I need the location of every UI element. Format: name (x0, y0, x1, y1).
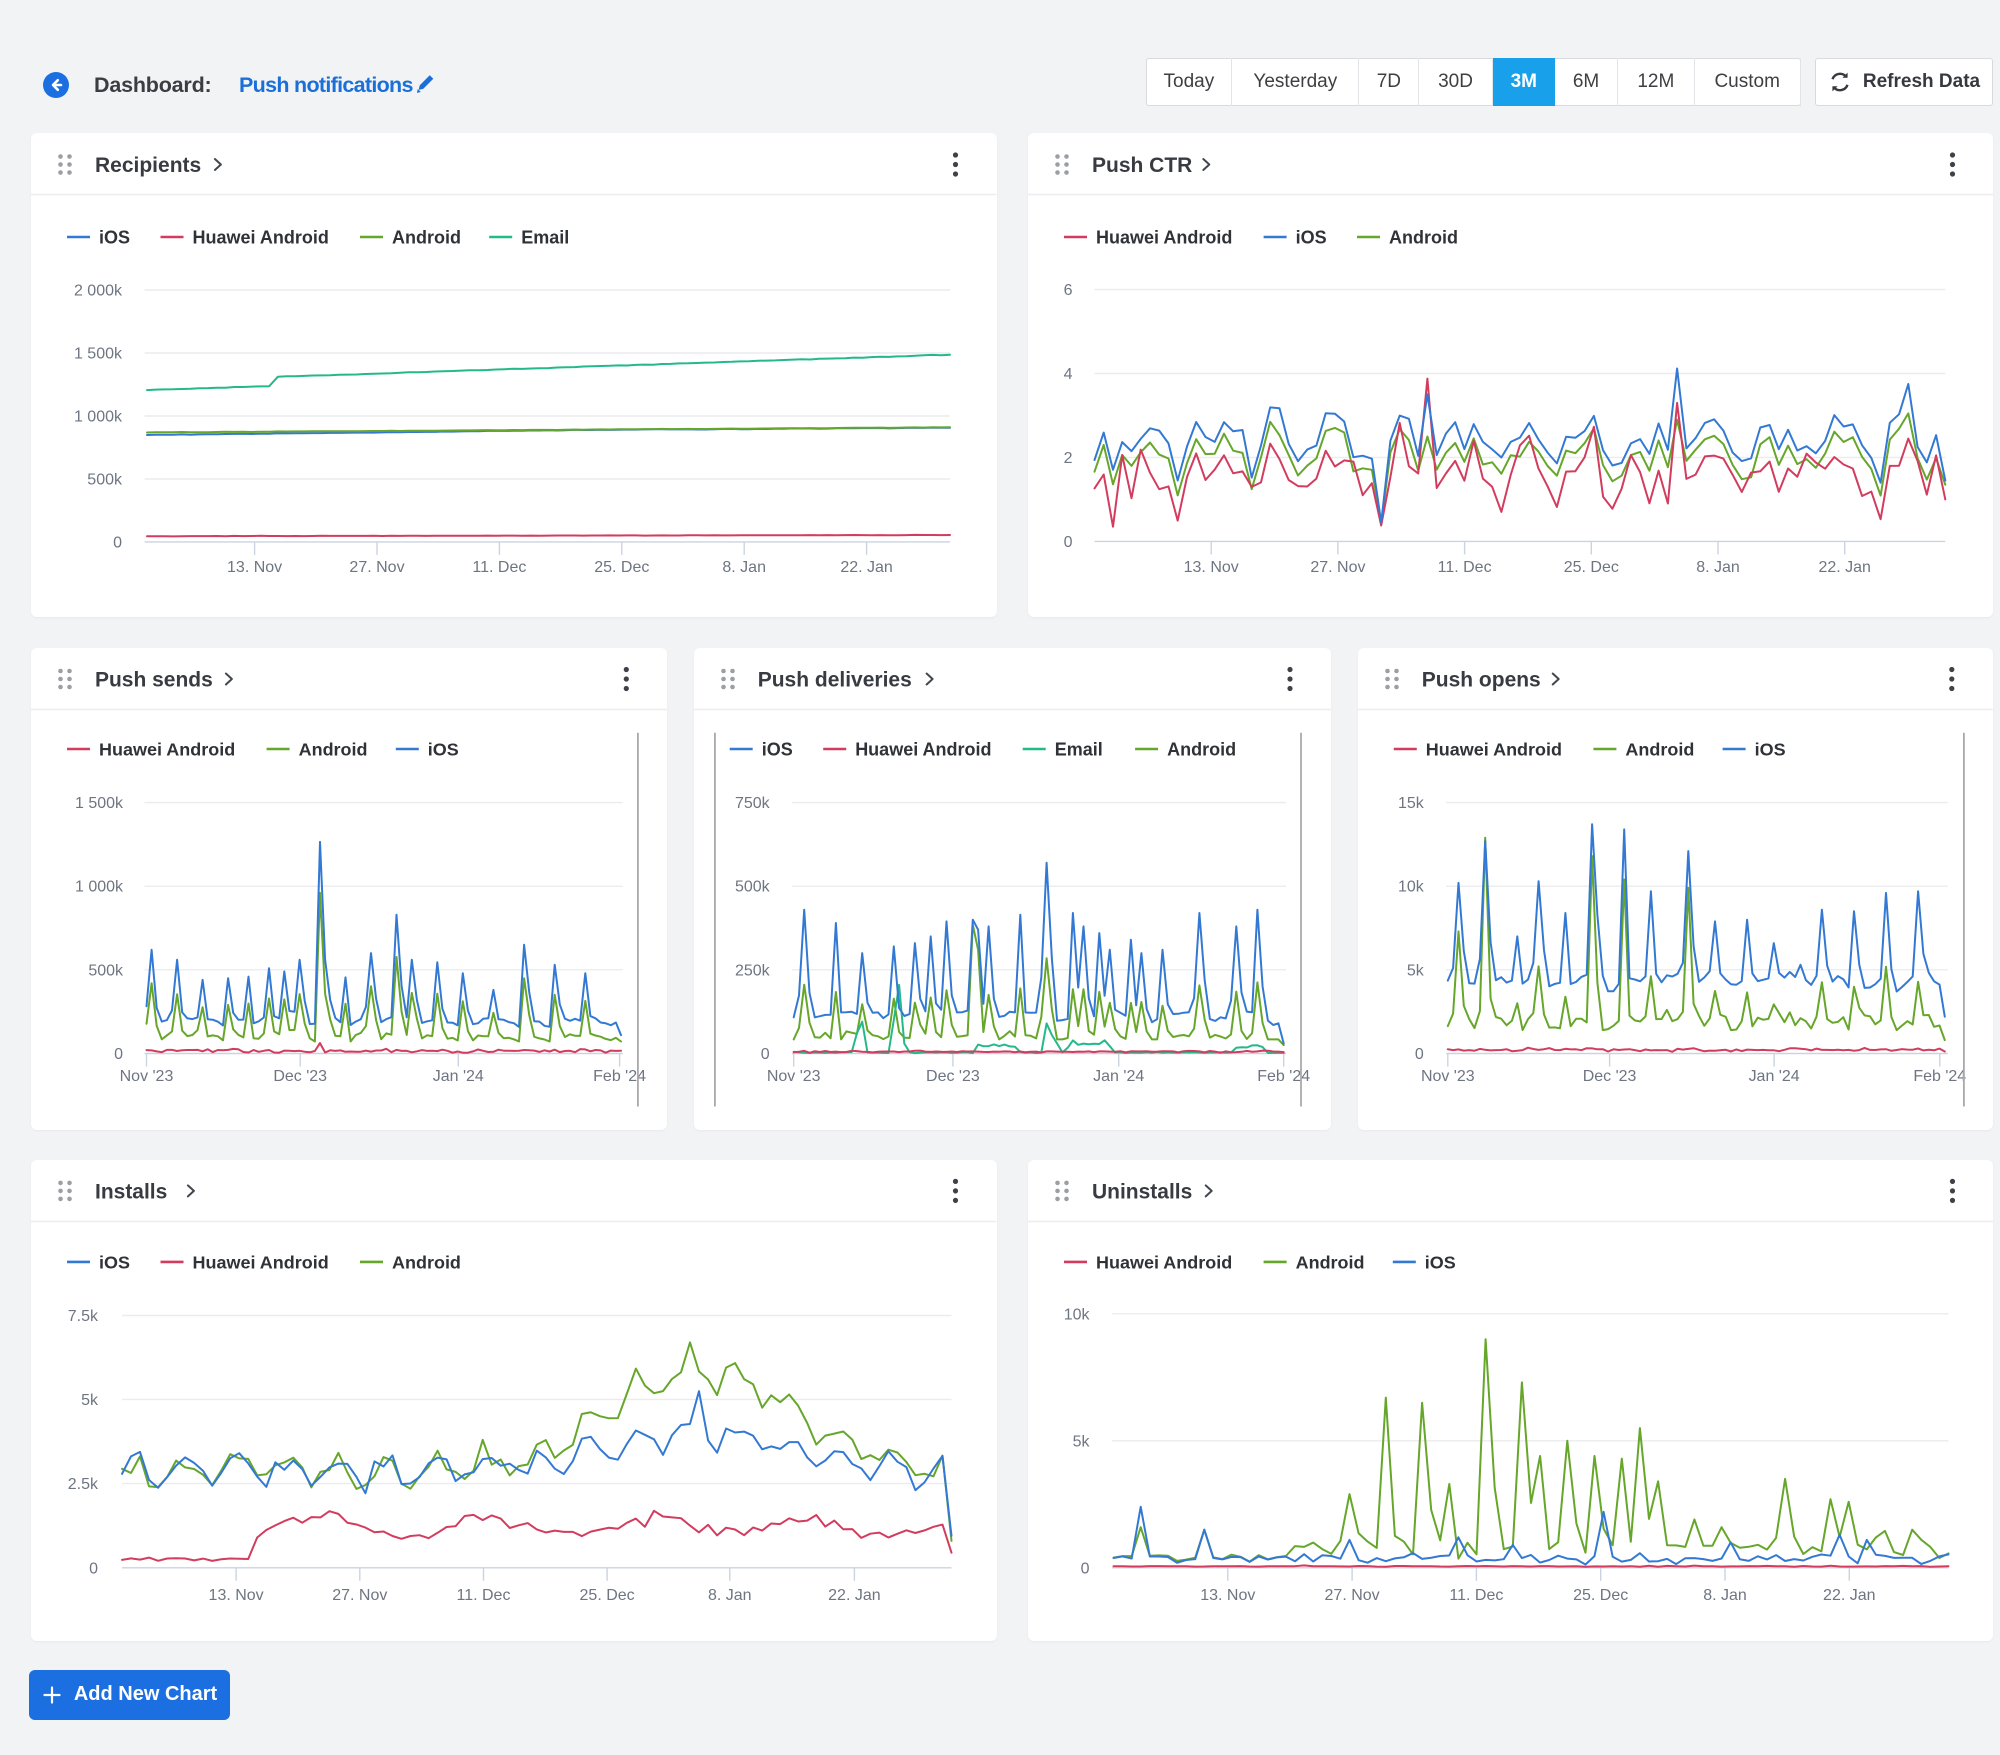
svg-text:Huawei Android: Huawei Android (1096, 228, 1232, 248)
svg-text:iOS: iOS (1295, 228, 1326, 248)
svg-text:27. Nov: 27. Nov (332, 1586, 387, 1603)
svg-text:Dec '23: Dec '23 (1583, 1068, 1637, 1085)
svg-text:25. Dec: 25. Dec (580, 1586, 635, 1603)
svg-text:Jan '24: Jan '24 (1093, 1068, 1144, 1085)
svg-text:Android: Android (1295, 1252, 1364, 1272)
svg-text:Nov '23: Nov '23 (1421, 1068, 1475, 1085)
svg-text:6: 6 (1063, 282, 1072, 299)
svg-text:13. Nov: 13. Nov (209, 1586, 264, 1603)
svg-text:22. Jan: 22. Jan (828, 1586, 880, 1603)
svg-text:22. Jan: 22. Jan (1823, 1586, 1875, 1603)
svg-text:0: 0 (761, 1046, 770, 1063)
svg-text:22. Jan: 22. Jan (1818, 559, 1870, 576)
svg-text:Android: Android (299, 740, 368, 760)
svg-text:iOS: iOS (99, 228, 130, 248)
svg-text:25. Dec: 25. Dec (1573, 1586, 1628, 1603)
svg-text:500k: 500k (87, 472, 123, 489)
svg-text:11. Dec: 11. Dec (1449, 1586, 1503, 1603)
svg-text:5k: 5k (1407, 962, 1425, 979)
svg-text:25. Dec: 25. Dec (1563, 559, 1618, 576)
svg-text:27. Nov: 27. Nov (349, 559, 404, 576)
svg-text:750k: 750k (735, 795, 771, 812)
svg-text:Feb '24: Feb '24 (593, 1068, 646, 1085)
svg-text:Android: Android (392, 228, 461, 248)
svg-text:Feb '24: Feb '24 (1258, 1068, 1311, 1085)
svg-text:500k: 500k (735, 879, 771, 896)
svg-text:Android: Android (1626, 740, 1695, 760)
svg-text:iOS: iOS (1755, 740, 1786, 760)
svg-text:Huawei Android: Huawei Android (855, 740, 991, 760)
svg-text:0: 0 (114, 1046, 123, 1063)
svg-text:500k: 500k (88, 962, 124, 979)
svg-text:Jan '24: Jan '24 (1749, 1068, 1800, 1085)
svg-text:Push sends: Push sends (95, 669, 213, 692)
svg-text:iOS: iOS (1424, 1252, 1455, 1272)
svg-text:2 000k: 2 000k (74, 283, 123, 300)
svg-text:Feb '24: Feb '24 (1914, 1068, 1967, 1085)
svg-text:8. Jan: 8. Jan (1696, 559, 1740, 576)
svg-text:Recipients: Recipients (95, 154, 201, 177)
svg-text:Push deliveries: Push deliveries (758, 669, 912, 692)
svg-text:Huawei Android: Huawei Android (193, 1252, 329, 1272)
svg-text:Installs: Installs (95, 1180, 167, 1203)
svg-text:27. Nov: 27. Nov (1324, 1586, 1379, 1603)
svg-text:5k: 5k (81, 1391, 99, 1408)
svg-text:Jan '24: Jan '24 (433, 1068, 484, 1085)
svg-text:Huawei Android: Huawei Android (193, 228, 329, 248)
svg-text:13. Nov: 13. Nov (227, 559, 282, 576)
svg-text:Huawei Android: Huawei Android (99, 740, 235, 760)
svg-text:4: 4 (1063, 366, 1072, 383)
svg-text:Dec '23: Dec '23 (273, 1068, 327, 1085)
svg-text:0: 0 (113, 534, 122, 551)
svg-text:27. Nov: 27. Nov (1310, 559, 1365, 576)
svg-text:11. Dec: 11. Dec (1437, 559, 1491, 576)
svg-text:7.5k: 7.5k (68, 1308, 99, 1325)
svg-text:Huawei Android: Huawei Android (1096, 1252, 1232, 1272)
svg-text:Dec '23: Dec '23 (926, 1068, 980, 1085)
svg-text:13. Nov: 13. Nov (1200, 1586, 1255, 1603)
svg-text:1 000k: 1 000k (74, 409, 123, 426)
svg-text:2.5k: 2.5k (68, 1476, 99, 1493)
svg-text:Email: Email (1055, 740, 1103, 760)
svg-text:13. Nov: 13. Nov (1183, 559, 1238, 576)
svg-text:15k: 15k (1398, 795, 1425, 812)
svg-text:22. Jan: 22. Jan (840, 559, 892, 576)
svg-text:iOS: iOS (428, 740, 459, 760)
svg-text:iOS: iOS (99, 1252, 130, 1272)
svg-text:Nov '23: Nov '23 (120, 1068, 174, 1085)
svg-text:1 000k: 1 000k (75, 879, 124, 896)
svg-text:5k: 5k (1072, 1433, 1090, 1450)
svg-text:1 500k: 1 500k (75, 795, 124, 812)
svg-text:Nov '23: Nov '23 (767, 1068, 821, 1085)
svg-text:Uninstalls: Uninstalls (1092, 1180, 1192, 1203)
svg-text:11. Dec: 11. Dec (472, 559, 526, 576)
svg-text:0: 0 (1415, 1046, 1424, 1063)
svg-text:0: 0 (1063, 534, 1072, 551)
svg-text:10k: 10k (1063, 1306, 1090, 1323)
svg-text:Push opens: Push opens (1422, 669, 1541, 692)
svg-text:Android: Android (1389, 228, 1458, 248)
svg-text:2: 2 (1063, 450, 1072, 467)
svg-text:Email: Email (521, 228, 569, 248)
svg-text:Huawei Android: Huawei Android (1426, 740, 1562, 760)
svg-text:iOS: iOS (762, 740, 793, 760)
svg-text:25. Dec: 25. Dec (594, 559, 649, 576)
svg-text:Android: Android (1167, 740, 1236, 760)
svg-text:Android: Android (392, 1252, 461, 1272)
svg-text:1 500k: 1 500k (74, 346, 123, 363)
svg-text:10k: 10k (1398, 879, 1425, 896)
svg-text:11. Dec: 11. Dec (457, 1586, 511, 1603)
svg-text:250k: 250k (735, 962, 771, 979)
svg-text:0: 0 (89, 1560, 98, 1577)
svg-text:8. Jan: 8. Jan (722, 559, 766, 576)
svg-text:8. Jan: 8. Jan (1703, 1586, 1747, 1603)
svg-text:Push CTR: Push CTR (1092, 154, 1192, 177)
svg-text:0: 0 (1080, 1560, 1089, 1577)
svg-text:8. Jan: 8. Jan (708, 1586, 752, 1603)
